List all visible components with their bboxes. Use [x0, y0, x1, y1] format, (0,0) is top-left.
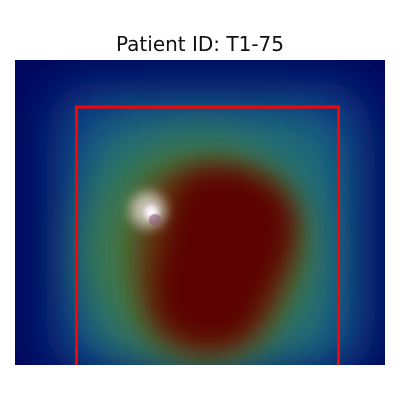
bounding-box — [75, 105, 340, 365]
heatmap-overlay — [15, 60, 385, 365]
heatmap-image — [15, 60, 385, 365]
patient-id-title: Patient ID: T1-75 — [116, 32, 284, 56]
